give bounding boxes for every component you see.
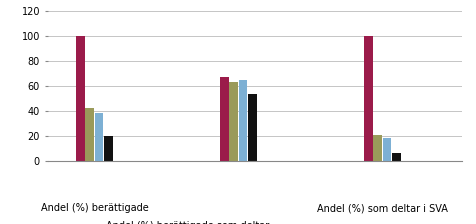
Bar	[85, 108, 94, 161]
Bar	[220, 78, 229, 161]
Text: Andel (%) berättigade som deltar: Andel (%) berättigade som deltar	[107, 221, 270, 224]
Bar	[229, 82, 238, 161]
Bar	[392, 153, 401, 161]
Bar	[104, 136, 113, 161]
Text: Andel (%) berättigade: Andel (%) berättigade	[40, 203, 149, 213]
Bar	[364, 36, 373, 161]
Bar	[95, 112, 103, 161]
Bar	[239, 80, 248, 161]
Bar	[383, 138, 391, 161]
Text: Andel (%) som deltar i SVA: Andel (%) som deltar i SVA	[317, 203, 448, 213]
Bar	[248, 94, 257, 161]
Bar	[76, 36, 85, 161]
Bar	[374, 135, 382, 161]
